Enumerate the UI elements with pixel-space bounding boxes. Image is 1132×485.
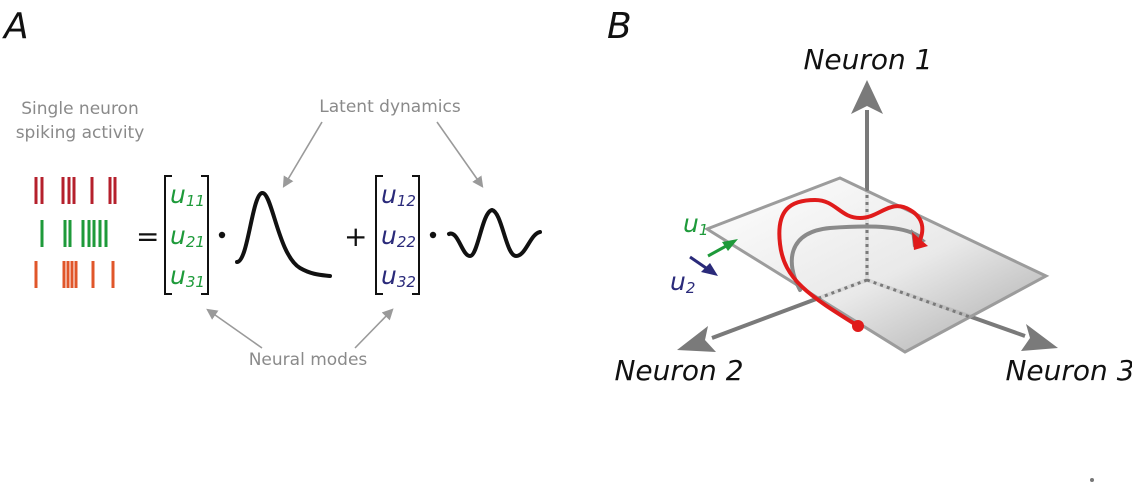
u12-entry: u12	[381, 180, 416, 210]
neural-trajectory	[777, 197, 925, 328]
mode2-bracket-left	[375, 175, 383, 295]
u1-vector-arrowhead	[722, 239, 738, 251]
panel-b-label: B	[607, 6, 632, 47]
spike-raster-row-2	[40, 220, 108, 247]
u2-vector-arrowhead	[701, 263, 718, 276]
neuron3-label: Neuron 3	[1005, 354, 1132, 387]
u31-entry: u31	[170, 261, 205, 291]
spike-raster-row-1	[34, 177, 117, 204]
neuron1-axis-arrowhead	[851, 80, 883, 114]
neural-modes-label: Neural modes	[249, 350, 368, 370]
trajectory-start-point	[852, 320, 864, 332]
mode1-bracket-right	[201, 175, 209, 295]
panel-a-label: A	[2, 6, 29, 47]
panel-b: B u1 u2 Neuron 1 Neuron 2 Neuron 3	[607, 6, 1132, 387]
neuron3-axis-arrowhead	[1021, 324, 1058, 351]
modes-arrow-1	[206, 308, 263, 349]
mode2-bracket-right	[412, 175, 420, 295]
neuron3-axis-hidden	[866, 278, 971, 319]
spiking-label-line1: Single neuron	[21, 99, 138, 119]
corner-dot	[1090, 478, 1094, 482]
latent-dynamics-curve-1	[235, 191, 332, 278]
u1-label: u1	[683, 209, 708, 239]
u21-entry: u21	[170, 221, 205, 251]
panel-a: A Single neuron spiking activity Latent …	[2, 6, 542, 370]
projected-trajectory	[789, 224, 922, 292]
modes-arrow-2	[354, 308, 394, 349]
u1-vector	[707, 243, 729, 258]
neuron2-axis-arrowhead	[677, 326, 716, 352]
neuron2-label: Neuron 2	[614, 354, 743, 387]
latent-dynamics-curve-2	[447, 207, 542, 259]
u2-label: u2	[670, 267, 695, 297]
u32-entry: u32	[381, 261, 416, 291]
u22-entry: u22	[381, 221, 416, 251]
latent-dynamics-label: Latent dynamics	[319, 97, 461, 117]
latent-arrow-1	[282, 121, 323, 188]
u11-entry: u11	[170, 180, 205, 210]
plus-sign: +	[344, 220, 367, 253]
latent-plane	[703, 176, 1050, 354]
dot-operator-1	[218, 231, 226, 239]
spiking-label-line2: spiking activity	[16, 123, 145, 143]
spike-raster-row-3	[34, 261, 115, 288]
neuron1-label: Neuron 1	[803, 43, 932, 76]
dot-operator-2	[429, 231, 437, 239]
mode1-bracket-left	[164, 175, 172, 295]
latent-arrow-2	[436, 121, 484, 188]
trajectory-arrowhead	[912, 232, 928, 250]
equals-sign: =	[136, 220, 159, 253]
